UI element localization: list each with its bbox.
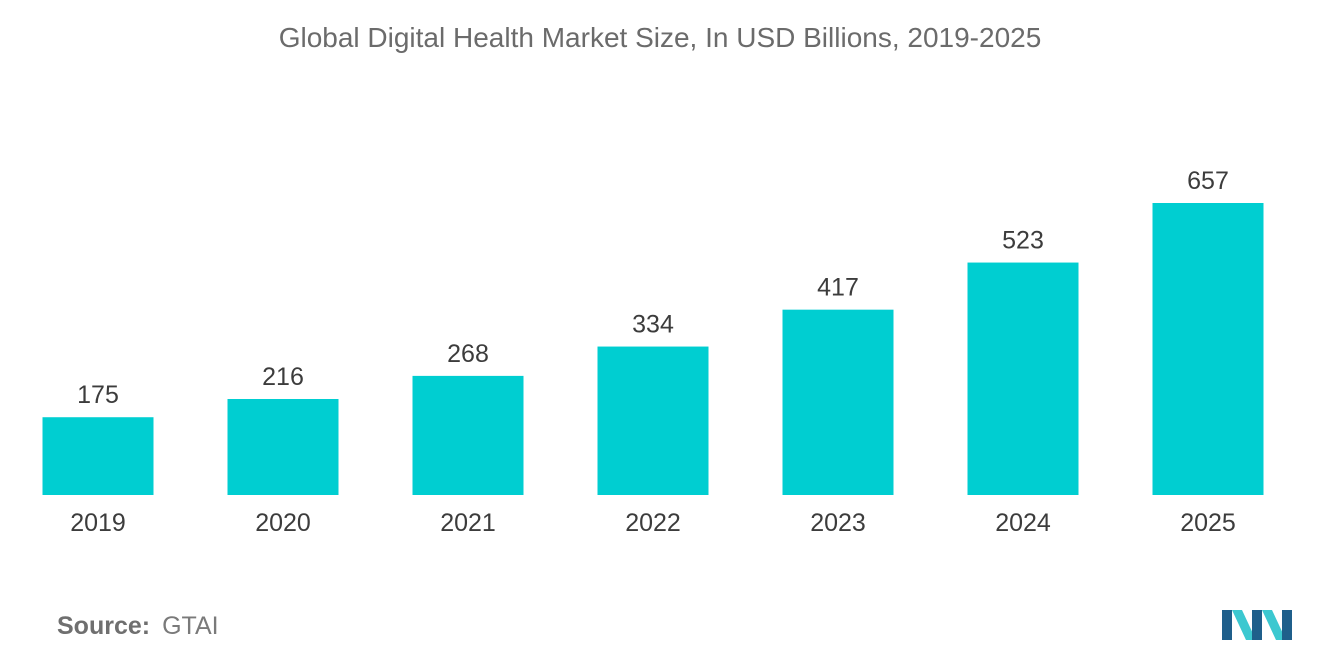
value-label-2023: 417	[817, 274, 859, 302]
tick-label-2019: 2019	[70, 509, 126, 537]
bar-2020	[227, 399, 339, 495]
value-label-2021: 268	[447, 340, 489, 368]
bar-2021	[412, 375, 524, 495]
source-value: GTAI	[162, 612, 219, 640]
tick-label-2020: 2020	[255, 509, 311, 537]
value-labels-group: 175 216 268 334 417 523 657	[77, 167, 1229, 409]
bar-2019	[42, 417, 154, 495]
x-axis-tick-labels: 2019 2020 2021 2022 2023 2024 2025	[70, 509, 1236, 537]
source-note: Source: GTAI	[57, 612, 219, 641]
tick-label-2024: 2024	[995, 509, 1051, 537]
value-label-2022: 334	[632, 311, 674, 339]
tick-label-2025: 2025	[1180, 509, 1236, 537]
bar-2025	[1152, 203, 1264, 495]
tick-label-2021: 2021	[440, 509, 496, 537]
chart-title: Global Digital Health Market Size, In US…	[278, 22, 1042, 53]
tick-label-2022: 2022	[625, 509, 681, 537]
bar-2023	[782, 309, 894, 495]
value-label-2025: 657	[1187, 167, 1229, 195]
value-label-2020: 216	[262, 363, 304, 391]
mordor-intelligence-logo-icon	[1222, 610, 1292, 640]
value-label-2024: 523	[1002, 227, 1044, 255]
bar-2024	[967, 262, 1079, 495]
source-label: Source:	[57, 612, 151, 640]
value-label-2019: 175	[77, 381, 119, 409]
tick-label-2023: 2023	[810, 509, 866, 537]
bar-2022	[597, 346, 709, 495]
bars-group	[42, 203, 1264, 495]
